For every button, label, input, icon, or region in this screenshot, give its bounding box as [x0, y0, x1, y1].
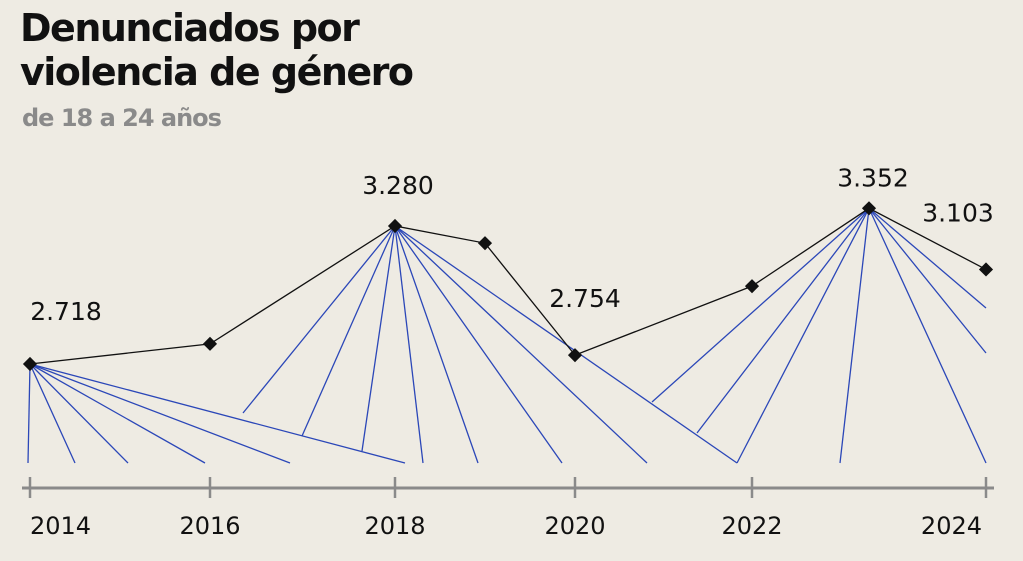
fan-line	[394, 225, 563, 464]
data-point-marker	[861, 201, 877, 216]
x-tick-label: 2014	[30, 512, 91, 540]
x-axis: 2014 2016 2018 2020 2022 2024	[22, 477, 994, 540]
x-tick-label: 2024	[921, 512, 982, 540]
decorative-fan-lines	[27, 207, 987, 464]
title-text: Denunciados por violencia de género	[20, 6, 414, 94]
fan-line	[29, 363, 291, 464]
data-points	[22, 201, 994, 372]
x-tick-label: 2022	[721, 512, 782, 540]
series-line	[29, 207, 987, 365]
x-tick-label: 2020	[544, 512, 605, 540]
data-point-marker	[477, 236, 493, 251]
data-point-marker	[387, 218, 403, 234]
series-line-path	[29, 207, 987, 365]
chart-title: Denunciados por violencia de género	[20, 6, 460, 94]
data-point-marker	[567, 348, 583, 363]
fan-line	[696, 207, 870, 434]
data-label: 2.718	[30, 297, 102, 326]
fan-line	[361, 225, 396, 452]
fan-line	[868, 208, 987, 464]
data-label: 2.754	[549, 284, 621, 313]
fan-line	[29, 363, 406, 464]
x-tick-label: 2016	[179, 512, 240, 540]
data-label: 3.103	[922, 198, 994, 227]
fan-line	[839, 208, 870, 464]
fan-line	[394, 225, 479, 464]
data-label: 3.280	[362, 171, 434, 200]
fan-line	[242, 225, 396, 414]
data-point-marker	[202, 336, 218, 351]
fan-line	[301, 225, 396, 437]
fan-line	[394, 225, 424, 464]
data-point-marker	[744, 279, 760, 294]
data-point-marker	[22, 356, 38, 372]
fan-line	[868, 207, 987, 309]
fan-line	[394, 225, 648, 464]
data-label: 3.352	[837, 163, 909, 192]
fan-line	[736, 207, 870, 464]
fan-line	[27, 363, 31, 464]
fan-line	[651, 207, 870, 403]
fan-line	[29, 363, 206, 464]
fan-line	[29, 363, 76, 464]
data-labels: 2.718 3.280 2.754 3.352 3.103	[30, 163, 994, 326]
fan-line	[868, 207, 987, 354]
x-tick-label: 2018	[364, 512, 425, 540]
chart-subtitle: de 18 a 24 años	[22, 104, 222, 132]
fan-line	[29, 363, 129, 464]
data-point-marker	[978, 262, 994, 277]
